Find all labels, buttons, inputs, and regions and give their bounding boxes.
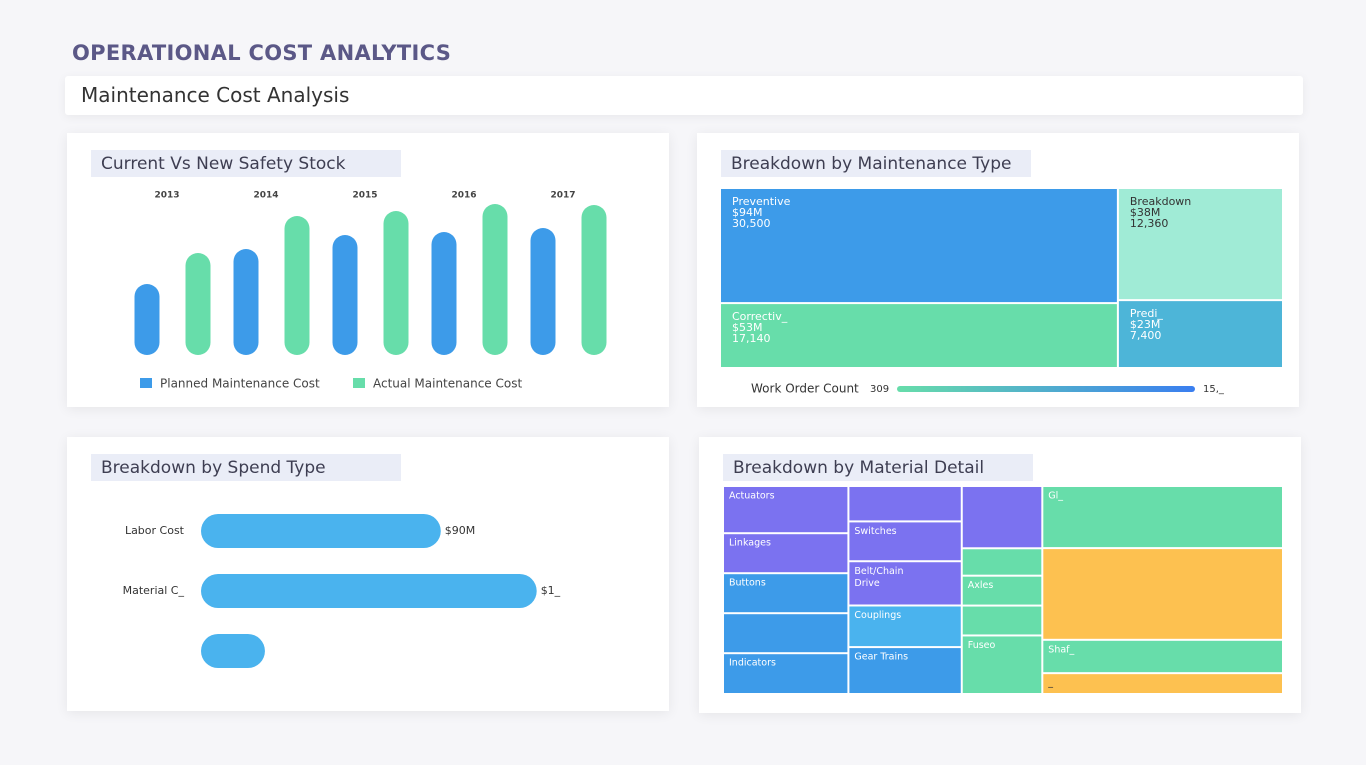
bar (201, 574, 537, 608)
bar (332, 235, 358, 355)
tile-label: _ (1047, 678, 1053, 689)
chart: Breakdown by Material Detail Actuators Lin… (723, 454, 1282, 693)
tile-label: $23M (1130, 318, 1161, 331)
legend-min: 309 (870, 384, 889, 395)
tile (962, 549, 1042, 575)
tile (724, 574, 848, 613)
chart-title: Breakdown by Material Detail (733, 458, 984, 478)
tile (1043, 487, 1282, 548)
tile-label: Preventive (732, 195, 791, 208)
tile-label: Predi_ (1130, 307, 1164, 320)
tile (1043, 640, 1282, 673)
bar (431, 232, 457, 355)
bar (284, 216, 310, 355)
tile (962, 487, 1042, 548)
chart: Current Vs New Safety Stock 2013 2014 2015 2… (91, 150, 607, 391)
legend-swatch (353, 378, 365, 388)
tile (1118, 301, 1282, 367)
category-label: 2017 (550, 191, 575, 201)
tile (724, 487, 848, 533)
legend-title: Work Order Count (751, 382, 859, 396)
tile (724, 534, 848, 573)
tile-label: Gear Trains (854, 652, 908, 663)
chart-title: Current Vs New Safety Stock (101, 154, 346, 174)
tile (721, 189, 1117, 303)
tile (962, 606, 1042, 635)
tile (849, 562, 961, 605)
category-label: 2015 (352, 191, 377, 201)
category-label: Labor Cost (125, 524, 185, 537)
tile-label: Axles (968, 580, 994, 591)
tile (721, 304, 1117, 367)
tile-label: Belt/Chain Drive (854, 566, 903, 589)
bar (134, 284, 160, 355)
tile-label: $38M (1130, 206, 1161, 219)
legend-label: Actual Maintenance Cost (373, 377, 522, 391)
subtitle-bar: Maintenance Cost Analysis (65, 76, 1303, 115)
dashboard-title: OPERATIONAL COST ANALYTICS (72, 41, 452, 65)
title-box (723, 454, 1033, 481)
bar (530, 228, 556, 355)
bar (201, 514, 441, 548)
subtitle: Maintenance Cost Analysis (81, 83, 350, 107)
bar (201, 634, 265, 668)
tile-label: 30,500 (732, 217, 771, 230)
tile (849, 606, 961, 647)
value-label: $90M (445, 524, 476, 537)
chart: Breakdown by Maintenance TypePreventive$… (721, 150, 1282, 396)
legend-max: 15,_ (1203, 384, 1225, 395)
legend-swatch (140, 378, 152, 388)
tile-label: Switches (854, 526, 896, 537)
tile-label: 7,400 (1130, 329, 1162, 342)
tile (1118, 189, 1282, 300)
tile-label: $53M (732, 321, 763, 334)
tile-label: Buttons (729, 578, 766, 589)
tile-label: Fuseo (968, 640, 996, 651)
title-box (91, 454, 401, 481)
card: Breakdown by Spend Type Labor Cost $90M Mat… (67, 437, 669, 711)
value-label: $1_ (541, 584, 561, 597)
title-box (721, 150, 1031, 177)
tile (849, 648, 961, 693)
category-label: 2016 (451, 191, 476, 201)
title-box (91, 150, 401, 177)
tile (849, 487, 961, 521)
tile (724, 654, 848, 693)
legend-label: Planned Maintenance Cost (160, 377, 320, 391)
tile (1043, 549, 1282, 639)
card: Breakdown by Maintenance Type Preventive $… (697, 133, 1299, 407)
bar (383, 211, 409, 355)
tile-label: Gl_ (1048, 491, 1063, 502)
tile (962, 576, 1042, 605)
tile (849, 522, 961, 561)
tile-label: Indicators (729, 658, 776, 669)
color-scale-bar (897, 386, 1195, 392)
tile-label: Correctiv_ (732, 310, 788, 323)
bar (482, 204, 508, 355)
tile (1043, 674, 1282, 693)
tile-label: Shaf_ (1048, 644, 1074, 655)
card: Breakdown by Material Detail Actuators Lin… (699, 437, 1301, 713)
tile (724, 614, 848, 653)
tile-label: Couplings (854, 610, 901, 621)
bar (185, 253, 211, 355)
bar (233, 249, 259, 355)
category-label: 2013 (154, 191, 179, 201)
category-label: 2014 (253, 191, 278, 201)
tile-label: Linkages (729, 538, 771, 549)
tile-label: $94M (732, 206, 763, 219)
tile (962, 636, 1042, 693)
tile-label: 17,140 (732, 332, 771, 345)
category-label: Material C_ (123, 584, 185, 597)
bar (581, 205, 607, 355)
chart-title: Breakdown by Spend Type (101, 458, 326, 478)
chart-title: Breakdown by Maintenance Type (731, 154, 1011, 174)
tile-label: Actuators (729, 491, 775, 502)
chart: Breakdown by Spend Type Labor Cost $90M Mat… (91, 454, 561, 668)
card: Current Vs New Safety Stock 2013 2014 2015 2… (67, 133, 669, 407)
tile-label: Breakdown (1130, 195, 1191, 208)
tile-label: 12,360 (1130, 217, 1169, 230)
